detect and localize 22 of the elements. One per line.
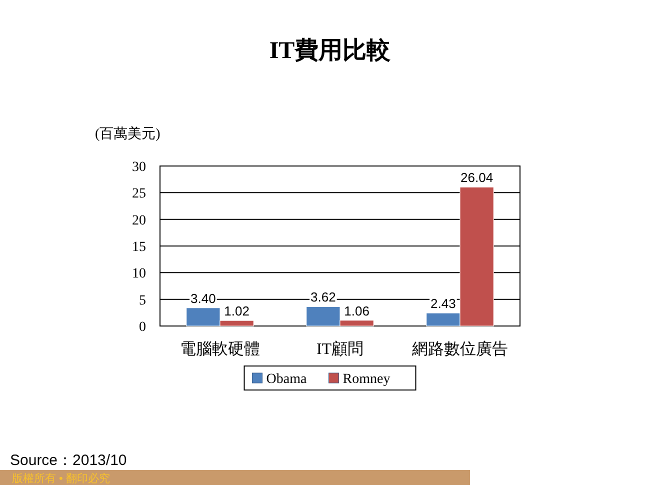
ytick: 25 (132, 186, 146, 202)
data-label: 3.40 (190, 290, 216, 306)
annotation: 版權所有 • 翻印必究 (12, 473, 110, 485)
ytick: 20 (132, 213, 146, 228)
xtick: IT顧問 (316, 341, 364, 358)
data-label: 2.43 (430, 296, 456, 312)
data-label: 1.06 (344, 303, 370, 318)
ytick: 10 (132, 266, 146, 282)
xtick: 電腦軟硬體 (180, 341, 260, 358)
data-label: 3.62 (310, 290, 336, 305)
ylabel: (百萬美元) (95, 127, 160, 142)
xtick: 網路數位廣告 (412, 341, 508, 358)
legend-label: Obama (266, 372, 307, 387)
ytick: 5 (139, 293, 146, 308)
title: IT費用比較 (269, 38, 391, 64)
ytick: 15 (132, 240, 146, 255)
ytick: 30 (132, 160, 146, 175)
legend-label: Romney (342, 372, 390, 387)
data-label: 26.04 (460, 170, 494, 186)
annotation: Source：2013/10 (10, 452, 127, 469)
ytick: 0 (139, 320, 146, 335)
data-label: 1.02 (224, 304, 250, 319)
